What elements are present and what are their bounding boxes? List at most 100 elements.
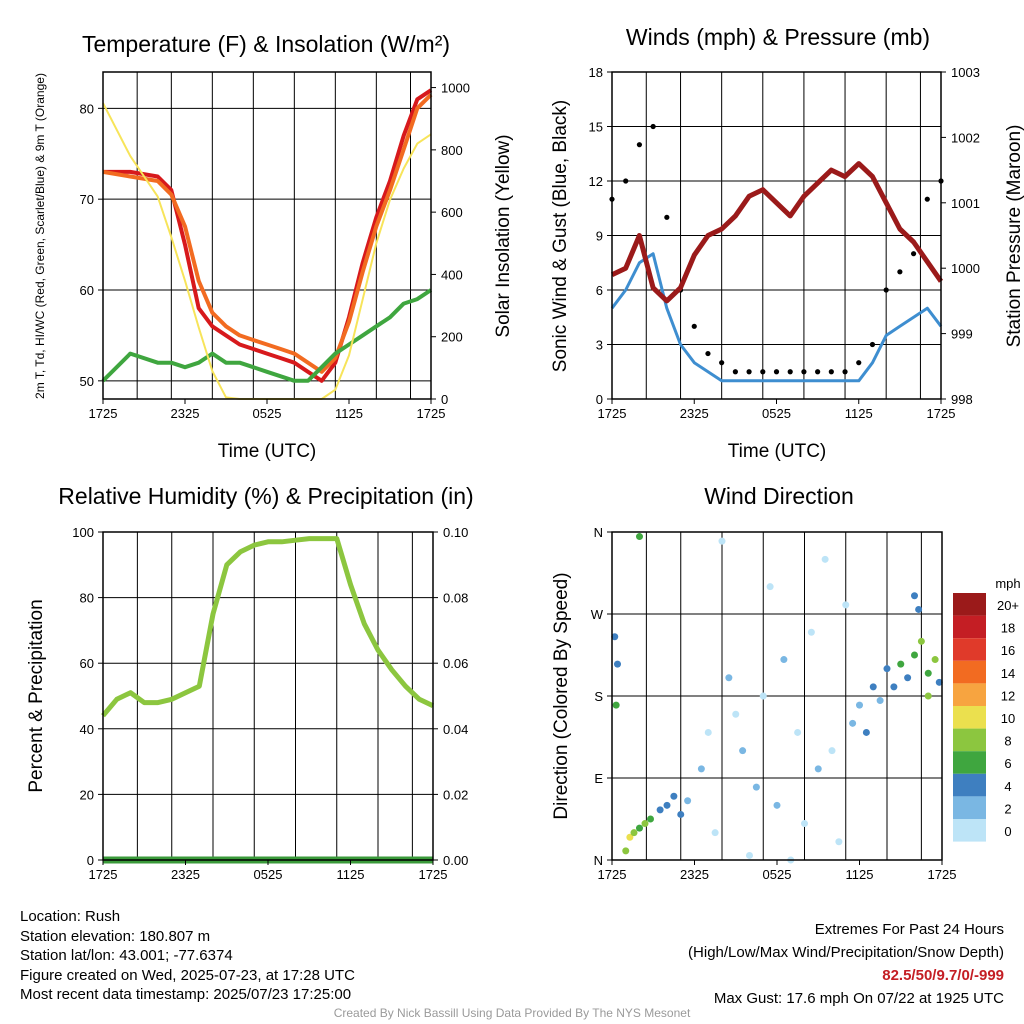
y-tick-label-right: 998 <box>951 392 973 407</box>
direction-point <box>842 601 850 609</box>
gust-point <box>787 369 793 375</box>
direction-point <box>773 801 781 809</box>
gust-point <box>746 369 752 375</box>
humidity-ticks: 1725 2325 0525 1125 17250204060801000.000.02… <box>72 525 468 882</box>
x-tick-label: 1125 <box>845 406 873 421</box>
y-tick-label-right: 1000 <box>951 261 980 276</box>
series-line-9m-t <box>102 93 433 374</box>
y-tick-label-right: 1002 <box>951 130 980 145</box>
direction-point <box>718 537 726 545</box>
series-line-pressure <box>610 161 944 304</box>
direction-point <box>915 605 923 613</box>
y-tick-label-right: 0.06 <box>443 656 468 671</box>
x-tick-label: 1725 <box>598 406 627 421</box>
temperature-ticks: 1725 2325 0525 1125 172550607080020040060080… <box>80 81 470 421</box>
winds-ylabel-left: Sonic Wind & Gust (Blue, Black) <box>550 100 571 372</box>
direction-point <box>684 797 692 805</box>
gust-point <box>773 369 780 375</box>
legend-swatch <box>953 638 986 661</box>
gust-point <box>910 251 917 257</box>
y-tick-label-right: 1000 <box>441 81 470 96</box>
y-tick-label-right: 0.10 <box>443 525 468 540</box>
direction-panel: Wind Direction 1725 2325 0525 1125 1725NESWN… <box>551 483 1021 882</box>
y-tick-label-left: 60 <box>80 656 94 671</box>
humidity-ylabel-left: Percent & Precipitation <box>26 599 47 792</box>
direction-point <box>626 833 634 841</box>
y-tick-label-right: 0 <box>441 392 448 407</box>
direction-point <box>876 697 884 705</box>
direction-grid <box>612 531 942 861</box>
y-tick-label-left: 60 <box>80 283 94 298</box>
direction-point <box>835 838 843 846</box>
direction-point <box>856 701 863 709</box>
extremes-values: 82.5/50/9.7/0/-999 <box>882 967 1004 984</box>
direction-point <box>670 792 678 800</box>
legend-label: 10 <box>1001 711 1015 726</box>
legend-swatch <box>953 796 986 819</box>
legend-swatch <box>953 728 986 752</box>
direction-point <box>704 728 712 736</box>
y-tick-label-left: 15 <box>589 120 603 135</box>
station-info: Location: Rush Station elevation: 180.80… <box>20 907 355 1005</box>
y-tick-label-right: 600 <box>441 205 463 220</box>
humidity-grid <box>103 531 433 861</box>
y-tick-label-right: 1001 <box>951 196 980 211</box>
legend-swatch <box>953 660 986 684</box>
y-tick-label-left: 80 <box>80 101 94 116</box>
y-tick-label-left: 70 <box>80 192 94 207</box>
x-tick-label: 1725 <box>598 867 627 882</box>
humidity-panel: Relative Humidity (%) & Precipitation (i… <box>26 483 474 882</box>
direction-point <box>883 665 891 673</box>
y-tick-label-left: 9 <box>596 229 603 244</box>
direction-point <box>794 728 802 736</box>
gust-point <box>623 178 629 184</box>
temperature-ylabel-left: 2m T, Td, HI/WC (Red, Green, Scarlet/Blu… <box>33 73 47 399</box>
y-tick-label-right: 1003 <box>951 65 980 80</box>
legend-label: 18 <box>1001 621 1015 636</box>
legend-swatch <box>953 773 986 797</box>
legend-swatch <box>953 706 986 729</box>
temperature-grid <box>103 72 431 399</box>
direction-point <box>801 820 808 828</box>
y-tick-label-left: 50 <box>80 374 94 389</box>
legend-label: 4 <box>1004 779 1011 794</box>
recent-data-text: Most recent data timestamp: 2025/07/23 1… <box>20 986 352 1003</box>
speed-legend: mph 20+ 18 16 14 12 10 8 6 4 2 0 <box>953 576 1021 842</box>
winds-ylabel-right: Station Pressure (Maroon) <box>1004 125 1024 348</box>
x-tick-label: 1725 <box>419 867 448 882</box>
gust-point <box>691 323 697 329</box>
gust-point <box>815 369 821 375</box>
y-tick-label-left: 80 <box>80 591 94 606</box>
legend-swatch <box>953 683 986 706</box>
legend-label: 8 <box>1004 734 1011 749</box>
y-tick-label-right: 800 <box>441 143 463 158</box>
direction-ylabel-left: Direction (Colored By Speed) <box>551 572 572 819</box>
temperature-panel: Temperature (F) & Insolation (W/m²) 1725… <box>33 31 514 462</box>
direction-point <box>904 674 912 682</box>
gust-point <box>760 369 766 375</box>
gust-point <box>732 369 738 375</box>
direction-points <box>611 533 943 864</box>
series-line-rh <box>101 536 435 718</box>
direction-point <box>752 783 760 791</box>
y-tick-label-left: 3 <box>596 338 603 353</box>
y-tick-label-left: N <box>594 525 603 540</box>
y-tick-label-left: 18 <box>589 65 603 80</box>
temperature-ylabel-right: Solar Insolation (Yellow) <box>493 134 514 337</box>
legend-label: 14 <box>1001 666 1015 681</box>
winds-title: Winds (mph) & Pressure (mb) <box>626 24 930 50</box>
gust-point <box>664 214 670 220</box>
x-tick-label: 1125 <box>337 867 365 882</box>
direction-point <box>862 728 870 736</box>
x-tick-label: 0525 <box>254 867 283 882</box>
y-tick-label-left: 0 <box>87 853 94 868</box>
location-text: Location: Rush <box>20 908 121 925</box>
y-tick-label-right: 400 <box>441 267 463 282</box>
direction-point <box>630 829 638 837</box>
direction-point <box>739 747 747 755</box>
y-tick-label-left: S <box>594 689 603 704</box>
x-tick-label: 2325 <box>680 867 709 882</box>
x-tick-label: 2325 <box>680 406 709 421</box>
x-tick-label: 1125 <box>846 867 874 882</box>
